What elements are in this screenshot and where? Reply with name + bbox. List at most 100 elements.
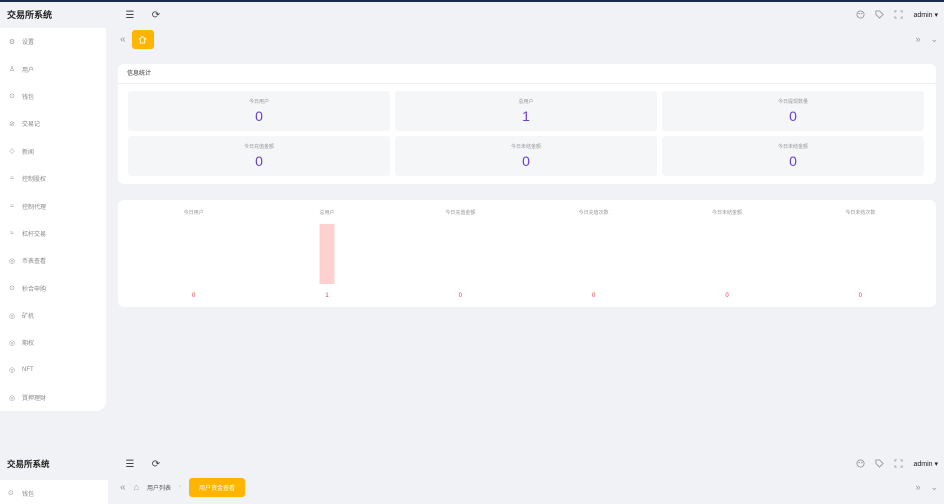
- palette-icon[interactable]: [856, 9, 866, 21]
- value-label: 0: [192, 293, 196, 299]
- tag-icon[interactable]: [875, 9, 885, 21]
- stat-value: 0: [789, 153, 797, 169]
- stat-label: 今日充值金额: [243, 144, 274, 150]
- user-icon: ♙: [8, 66, 16, 74]
- user-menu[interactable]: admin ▾: [913, 461, 938, 468]
- sidebar: 交易所系统 ⚙ 设置 ♙ 用户 ⊙ 钱包 ⊘ 交易记 ◇ 新闻 ≈ 控制股权 ≈ 控制代理 ≈ 杠杆交易 ◎ 币表…: [0, 2, 108, 412]
- sidebar-item-label: 期权: [22, 341, 35, 348]
- handshake-icon: ≈: [10, 202, 14, 210]
- menu-toggle-icon[interactable]: ☰: [125, 458, 135, 470]
- sidebar-item-4[interactable]: ◇ 新闻: [0, 138, 106, 165]
- sidebar-item-label: 矿机: [22, 314, 35, 321]
- category-label: 今日未结次数: [845, 209, 875, 216]
- sidebar-item-label: 钱包: [22, 94, 35, 101]
- coin-icon: ◎: [8, 394, 16, 402]
- stats-grid: 今日用户 0 总用户 1 今日提现数量 0 今日充值金额 0 今日未结金额 0 今日未结金额 0: [128, 91, 928, 176]
- sidebar-item-2[interactable]: ⊙ 钱包: [0, 83, 106, 110]
- coin-icon: ◎: [8, 367, 16, 375]
- bar-chart: 今日用户 0 总用户 1 今日充值金额 0 今日充值次数 0 今日未结金额 0 今日未结次数 0: [184, 209, 876, 299]
- chart-card: 今日用户 0 总用户 1 今日充值金额 0 今日充值次数 0 今日未结金额 0 今日未结次数 0: [118, 200, 936, 307]
- clock-icon: ⊙: [9, 285, 15, 293]
- category-label: 今日充值金额: [445, 209, 475, 216]
- stat-value: 0: [789, 108, 797, 124]
- stat-card: 今日未结金额 0: [395, 136, 657, 176]
- scroll-left-icon[interactable]: «: [120, 33, 126, 45]
- value-label: 0: [592, 293, 596, 299]
- wallet-icon: ⊙: [9, 93, 15, 101]
- header: ☰ ⟳ admin ▾: [108, 2, 944, 28]
- scroll-left-icon[interactable]: «: [120, 481, 126, 493]
- header-2: ☰ ⟳ admin ▾: [108, 452, 944, 476]
- stats-card: 信息统计 今日用户 0 总用户 1 今日提现数量 0 今日充值金额 0 今日未结金额 0 今日未结金…: [118, 64, 936, 184]
- tab-user-funds[interactable]: 用户资金查看: [189, 477, 246, 497]
- home-icon: [138, 35, 147, 44]
- user-name: admin: [913, 12, 933, 19]
- sidebar-item-0[interactable]: ⚙ 设置: [0, 28, 106, 55]
- fullscreen-icon[interactable]: [894, 9, 904, 21]
- palette-icon[interactable]: [856, 458, 866, 470]
- value-label: 0: [859, 293, 863, 299]
- coin-icon: ◎: [8, 339, 16, 347]
- sidebar-item-label: NFT: [22, 367, 34, 374]
- tab-bar: « » ⌄: [108, 28, 944, 50]
- stat-card: 今日充值金额 0: [128, 136, 390, 176]
- bar: [319, 224, 335, 284]
- sidebar-item-8[interactable]: ◎ 币表查看: [0, 247, 106, 274]
- refresh-icon[interactable]: ⟳: [151, 9, 161, 21]
- scroll-right-icon[interactable]: »: [915, 33, 921, 44]
- sidebar-item-6[interactable]: ≈ 控制代理: [0, 192, 106, 219]
- sidebar-item-3[interactable]: ⊘ 交易记: [0, 110, 106, 137]
- value-label: 0: [459, 293, 463, 299]
- stat-card: 今日未结金额 0: [662, 136, 924, 176]
- home-tab[interactable]: [131, 29, 154, 49]
- stat-label: 今日未结金额: [510, 144, 541, 150]
- tab-user-list[interactable]: 用户列表: [147, 485, 172, 492]
- sidebar-item-1[interactable]: ♙ 用户: [0, 55, 106, 82]
- menu-toggle-icon[interactable]: ☰: [125, 9, 135, 21]
- refresh-icon[interactable]: ⟳: [151, 458, 161, 470]
- check-circle-icon: ⊘: [9, 120, 15, 128]
- scroll-right-icon[interactable]: »: [915, 481, 921, 492]
- gear-icon: ⚙: [8, 38, 16, 46]
- value-label: 1: [325, 293, 329, 299]
- stat-card: 今日用户 0: [128, 91, 390, 131]
- sidebar-item-5[interactable]: ≈ 控制股权: [0, 165, 106, 192]
- tag-icon[interactable]: [875, 458, 885, 470]
- user-menu[interactable]: admin ▾: [913, 12, 938, 19]
- sidebar-item-12[interactable]: ◎ NFT: [0, 357, 106, 384]
- category-label: 总用户: [319, 209, 334, 216]
- stat-label: 总用户: [518, 99, 534, 105]
- sidebar-item-label: 用户: [22, 67, 35, 74]
- stat-label: 今日提现数量: [777, 99, 808, 105]
- tab-bar-2: « ⌂ 用户列表 › 用户资金查看 » ⌄: [108, 476, 944, 498]
- sidebar-item-13[interactable]: ◎ 質押理财: [0, 384, 106, 411]
- chevron-down-icon[interactable]: ⌄: [930, 33, 938, 44]
- category-label: 今日未结金额: [712, 209, 742, 216]
- main-frame: 交易所系统 ⚙ 设置 ♙ 用户 ⊙ 钱包 ⊘ 交易记 ◇ 新闻 ≈ 控制股权 ≈ 控制代理 ≈ 杠杆交易 ◎ 币表…: [0, 0, 944, 412]
- sidebar-item-label: 钱包: [22, 491, 35, 498]
- sidebar-item-label: 控制代理: [22, 204, 47, 211]
- sidebar-menu: ⚙ 设置 ♙ 用户 ⊙ 钱包 ⊘ 交易记 ◇ 新闻 ≈ 控制股权 ≈ 控制代理 ≈ 杠杆交易 ◎ 币表查看 ⊙ 秒合申…: [0, 28, 106, 412]
- fullscreen-icon[interactable]: [894, 458, 904, 470]
- coin-icon: ◎: [8, 312, 16, 320]
- sidebar-item-7[interactable]: ≈ 杠杆交易: [0, 220, 106, 247]
- category-label: 今日充值次数: [579, 209, 609, 216]
- stat-card: 今日提现数量 0: [662, 91, 924, 131]
- home-icon[interactable]: ⌂: [133, 482, 139, 492]
- sidebar-item-label: 秒合申购: [22, 286, 47, 293]
- tag-icon: ◇: [9, 148, 15, 156]
- stat-value: 0: [255, 108, 263, 124]
- stat-value: 0: [255, 153, 263, 169]
- chevron-down-icon[interactable]: ⌄: [930, 481, 938, 492]
- sidebar-item-label: 币表查看: [22, 259, 47, 266]
- category-label: 今日用户: [184, 209, 204, 216]
- sidebar-item-10[interactable]: ◎ 矿机: [0, 302, 106, 329]
- sidebar-item-label: 杠杆交易: [22, 231, 47, 238]
- stat-label: 今日未结金额: [777, 144, 808, 150]
- sidebar-item-9[interactable]: ⊙ 秒合申购: [0, 275, 106, 302]
- sidebar-item-label: 交易记: [22, 122, 41, 129]
- sidebar-item-11[interactable]: ◎ 期权: [0, 329, 106, 356]
- value-label: 0: [725, 293, 729, 299]
- sidebar-item-wallet[interactable]: ⊙ 钱包: [0, 480, 108, 504]
- stat-label: 今日用户: [248, 99, 269, 105]
